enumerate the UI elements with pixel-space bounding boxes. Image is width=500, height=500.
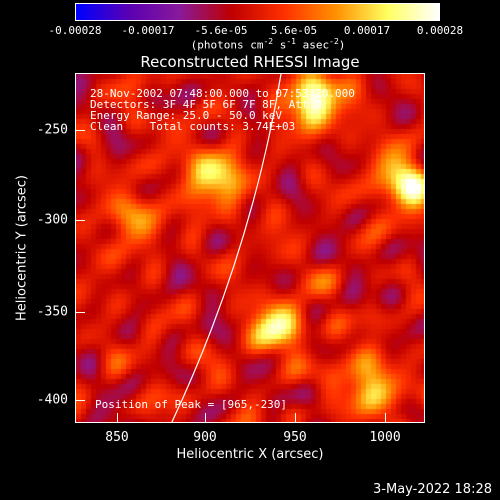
- y-axis-label: Heliocentric Y (arcsec): [14, 175, 30, 321]
- y-tick-minus-350: [75, 312, 85, 313]
- plot-area: [75, 73, 425, 423]
- heatmap-image: [76, 74, 424, 422]
- x-tick-1000: [385, 413, 386, 423]
- x-tick-850: [117, 413, 118, 423]
- observation-annotations: 28-Nov-2002 07:48:00.000 to 07:53:20.000…: [90, 88, 355, 132]
- x-tick-label-900: 900: [193, 430, 217, 445]
- y-tick-label-minus-350: -350: [36, 304, 68, 320]
- colorbar-tick-6: 0.00028: [416, 24, 464, 37]
- y-tick-minus-400: [75, 400, 85, 401]
- colorbar-tick-5: 0.00017: [343, 24, 391, 37]
- solar-limb-line: [171, 74, 282, 422]
- annotation-clean-counts: Clean Total counts: 3.74E+03: [90, 120, 296, 133]
- colorbar-tick-3: -5.6e-05: [194, 24, 248, 37]
- y-tick-label-minus-400: -400: [36, 392, 68, 408]
- solar-limb-svg: [171, 74, 282, 422]
- x-tick-950: [295, 413, 296, 423]
- x-tick-900: [205, 413, 206, 423]
- chart-title: Reconstructed RHESSI Image: [140, 53, 360, 71]
- annotation-time-range: 28-Nov-2002 07:48:00.000 to 07:53:20.000: [90, 87, 355, 100]
- peak-position-label: Position of Peak = [965,-230]: [95, 398, 288, 411]
- y-tick-minus-300: [75, 220, 85, 221]
- y-tick-minus-250: [75, 130, 85, 131]
- colorbar-tick-4: 5.6e-05: [270, 24, 318, 37]
- x-tick-label-950: 950: [283, 430, 307, 445]
- colorbar-tick-2: -0.00017: [121, 24, 175, 37]
- colorbar-units: (photons cm-2 s-1 asec-2): [190, 37, 346, 52]
- y-tick-label-minus-300: -300: [36, 212, 68, 228]
- colorbar: [75, 3, 440, 21]
- annotation-detectors: Detectors: 3F 4F 5F 6F 7F 8F, Att 0: [90, 98, 322, 111]
- x-tick-label-1000: 1000: [369, 430, 401, 445]
- y-tick-label-minus-250: -250: [36, 122, 68, 138]
- annotation-energy-range: Energy Range: 25.0 - 50.0 keV: [90, 109, 283, 122]
- plot-datestamp: 3-May-2022 18:28: [373, 482, 492, 497]
- x-tick-label-850: 850: [105, 430, 129, 445]
- x-axis-label: Heliocentric X (arcsec): [176, 447, 324, 462]
- colorbar-tick-1: -0.00028: [48, 24, 102, 37]
